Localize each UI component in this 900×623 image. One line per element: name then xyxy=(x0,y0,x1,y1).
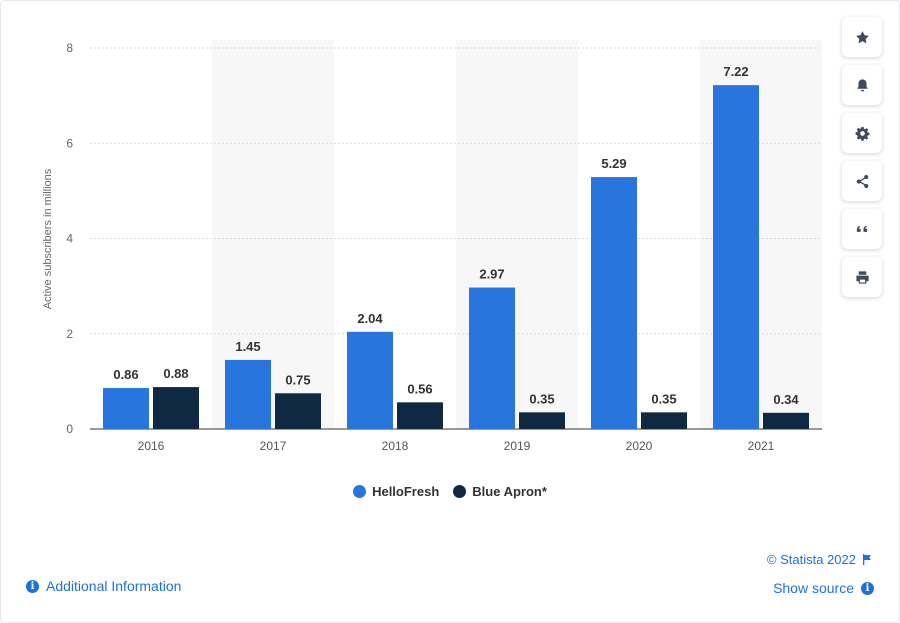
data-label: 5.29 xyxy=(601,156,626,171)
data-label: 0.35 xyxy=(651,391,676,406)
y-tick-label: 6 xyxy=(66,136,73,150)
star-icon xyxy=(855,30,869,43)
data-label: 0.86 xyxy=(113,367,138,382)
data-label: 1.45 xyxy=(235,339,260,354)
bar-hellofresh-2019[interactable] xyxy=(469,287,515,429)
x-tick-label: 2017 xyxy=(260,439,287,453)
data-label: 0.35 xyxy=(529,391,554,406)
show-source-label: Show source xyxy=(773,580,854,596)
notification-button[interactable] xyxy=(842,65,882,105)
bar-hellofresh-2017[interactable] xyxy=(225,359,271,429)
x-tick-label: 2020 xyxy=(626,439,653,453)
favorite-button[interactable] xyxy=(842,17,882,57)
flag-icon xyxy=(863,554,871,565)
legend: HelloFresh Blue Apron* xyxy=(0,484,900,499)
bar-blue-apron-2019[interactable] xyxy=(519,412,565,429)
bar-hellofresh-2020[interactable] xyxy=(591,177,637,429)
info-icon: i xyxy=(26,579,39,593)
bar-hellofresh-2021[interactable] xyxy=(713,85,759,430)
additional-information-link[interactable]: i Additional Information xyxy=(26,578,181,594)
cite-button[interactable] xyxy=(842,209,882,249)
print-button[interactable] xyxy=(842,257,882,297)
data-label: 0.34 xyxy=(773,392,799,407)
legend-marker-hellofresh xyxy=(353,485,367,498)
data-label: 2.97 xyxy=(479,267,504,282)
data-label: 2.04 xyxy=(357,311,383,326)
bar-blue-apron-2016[interactable] xyxy=(153,387,199,429)
data-label: 0.75 xyxy=(285,372,310,387)
legend-label-hellofresh: HelloFresh xyxy=(372,484,440,499)
y-tick-label: 0 xyxy=(66,422,73,436)
bar-chart: 0.86 0.88 1.45 0.75 2.04 0.56 2.97 0.35 5.29 0.35… xyxy=(66,40,822,453)
legend-marker-blue-apron xyxy=(453,485,467,498)
copyright-label: © Statista 2022 xyxy=(766,552,856,567)
bell-icon xyxy=(856,78,868,91)
show-source-link[interactable]: Show source i xyxy=(773,580,874,596)
data-label: 0.88 xyxy=(163,366,188,381)
legend-item-hellofresh[interactable]: HelloFresh xyxy=(353,484,439,499)
y-tick-label: 8 xyxy=(66,41,73,55)
bar-blue-apron-2017[interactable] xyxy=(275,393,321,429)
y-tick-label: 2 xyxy=(66,327,73,341)
x-tick-label: 2016 xyxy=(138,439,165,453)
bar-hellofresh-2018[interactable] xyxy=(347,331,393,429)
quote-icon xyxy=(856,225,867,232)
settings-button[interactable] xyxy=(842,113,882,153)
bar-blue-apron-2018[interactable] xyxy=(397,402,443,429)
chart-toolbar xyxy=(842,17,882,297)
data-label: 0.56 xyxy=(407,381,432,396)
bar-blue-apron-2020[interactable] xyxy=(641,412,687,429)
info-icon: i xyxy=(861,581,874,595)
additional-information-label: Additional Information xyxy=(46,578,182,594)
bar-blue-apron-2021[interactable] xyxy=(763,412,809,429)
data-label: 7.22 xyxy=(723,64,748,79)
legend-item-blue-apron[interactable]: Blue Apron* xyxy=(453,484,547,499)
share-button[interactable] xyxy=(842,161,882,201)
x-tick-label: 2021 xyxy=(748,439,775,453)
y-axis-label: Active subscribers in millions xyxy=(42,168,54,310)
y-tick-label: 4 xyxy=(66,232,73,246)
share-icon xyxy=(856,174,868,188)
legend-label-blue-apron: Blue Apron* xyxy=(472,484,547,499)
x-tick-label: 2018 xyxy=(382,439,409,453)
x-tick-label: 2019 xyxy=(504,439,531,453)
copyright-link[interactable]: © Statista 2022 xyxy=(767,552,872,567)
gear-icon xyxy=(855,126,869,141)
bar-hellofresh-2016[interactable] xyxy=(103,388,149,429)
print-icon xyxy=(855,270,869,284)
